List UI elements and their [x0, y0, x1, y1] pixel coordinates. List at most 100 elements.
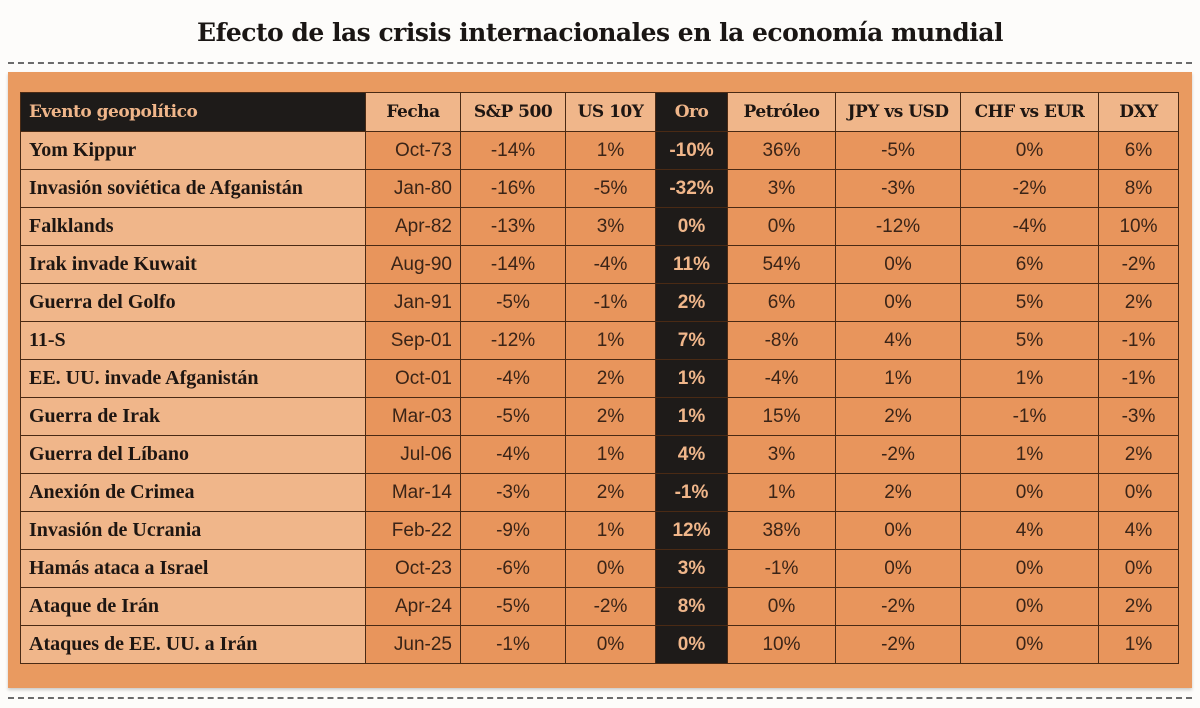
cell-us10y: 0%	[565, 625, 656, 664]
cell-date: Feb-22	[365, 511, 461, 550]
cell-oil: 0%	[727, 587, 836, 626]
cell-event: Guerra del Líbano	[20, 435, 366, 474]
cell-jpy-usd: 2%	[835, 473, 961, 512]
cell-dxy: 8%	[1098, 169, 1179, 208]
cell-sp500: -14%	[460, 245, 566, 284]
cell-oil: 3%	[727, 435, 836, 474]
cell-dxy: -2%	[1098, 245, 1179, 284]
cell-date: Oct-23	[365, 549, 461, 588]
cell-event: Falklands	[20, 207, 366, 246]
cell-dxy: 1%	[1098, 625, 1179, 664]
cell-chf-eur: 0%	[960, 549, 1099, 588]
cell-jpy-usd: 0%	[835, 511, 961, 550]
table-row: Falklands Apr-82 -13% 3% 0% 0% -12% -4% 10%	[20, 207, 1179, 246]
cell-gold: 0%	[655, 207, 728, 246]
cell-event: Guerra del Golfo	[20, 283, 366, 322]
cell-gold: 2%	[655, 283, 728, 322]
page-title: Efecto de las crisis internacionales en …	[197, 18, 1003, 47]
cell-gold: 12%	[655, 511, 728, 550]
cell-gold: 0%	[655, 625, 728, 664]
cell-chf-eur: 1%	[960, 435, 1099, 474]
cell-oil: -4%	[727, 359, 836, 398]
cell-chf-eur: 0%	[960, 473, 1099, 512]
column-header-event: Evento geopolítico	[20, 92, 366, 132]
divider-top	[8, 62, 1192, 64]
cell-oil: -8%	[727, 321, 836, 360]
cell-date: Sep-01	[365, 321, 461, 360]
cell-sp500: -5%	[460, 587, 566, 626]
cell-jpy-usd: 2%	[835, 397, 961, 436]
cell-jpy-usd: -2%	[835, 625, 961, 664]
cell-date: Apr-24	[365, 587, 461, 626]
cell-dxy: -1%	[1098, 359, 1179, 398]
table-row: Invasión soviética de Afganistán Jan-80 -1…	[20, 169, 1179, 208]
cell-chf-eur: 5%	[960, 283, 1099, 322]
cell-sp500: -13%	[460, 207, 566, 246]
cell-date: Jan-80	[365, 169, 461, 208]
cell-date: Mar-03	[365, 397, 461, 436]
cell-oil: 38%	[727, 511, 836, 550]
cell-jpy-usd: 0%	[835, 283, 961, 322]
column-header-us10y: US 10Y	[565, 92, 656, 132]
cell-sp500: -12%	[460, 321, 566, 360]
cell-event: Irak invade Kuwait	[20, 245, 366, 284]
table-row: 11-S Sep-01 -12% 1% 7% -8% 4% 5% -1%	[20, 321, 1179, 360]
cell-oil: 3%	[727, 169, 836, 208]
cell-chf-eur: 1%	[960, 359, 1099, 398]
cell-oil: 54%	[727, 245, 836, 284]
cell-jpy-usd: 0%	[835, 245, 961, 284]
cell-us10y: 2%	[565, 397, 656, 436]
table-row: Hamás ataca a Israel Oct-23 -6% 0% 3% -1% 0% 0%…	[20, 549, 1179, 588]
table-row: Irak invade Kuwait Aug-90 -14% -4% 11% 54% 0% 6…	[20, 245, 1179, 284]
cell-us10y: 1%	[565, 131, 656, 170]
cell-event: Invasión de Ucrania	[20, 511, 366, 550]
cell-chf-eur: -2%	[960, 169, 1099, 208]
cell-sp500: -3%	[460, 473, 566, 512]
cell-chf-eur: -1%	[960, 397, 1099, 436]
cell-us10y: 1%	[565, 435, 656, 474]
cell-jpy-usd: 4%	[835, 321, 961, 360]
column-header-sp500: S&P 500	[460, 92, 566, 132]
cell-event: Guerra de Irak	[20, 397, 366, 436]
cell-event: Ataques de EE. UU. a Irán	[20, 625, 366, 664]
column-header-oil: Petróleo	[727, 92, 836, 132]
cell-event: Ataque de Irán	[20, 587, 366, 626]
cell-dxy: 2%	[1098, 435, 1179, 474]
table-row: Ataques de EE. UU. a Irán Jun-25 -1% 0% 0% 10…	[20, 625, 1179, 664]
cell-oil: 1%	[727, 473, 836, 512]
column-header-dxy: DXY	[1098, 92, 1179, 132]
cell-oil: 15%	[727, 397, 836, 436]
cell-us10y: 1%	[565, 511, 656, 550]
cell-dxy: 4%	[1098, 511, 1179, 550]
cell-gold: -32%	[655, 169, 728, 208]
cell-sp500: -9%	[460, 511, 566, 550]
header-row: Evento geopolítico Fecha S&P 500 US 10Y Oro P…	[20, 92, 1179, 132]
crisis-table: Evento geopolítico Fecha S&P 500 US 10Y Oro P…	[20, 92, 1179, 664]
cell-gold: -10%	[655, 131, 728, 170]
cell-chf-eur: 6%	[960, 245, 1099, 284]
cell-gold: -1%	[655, 473, 728, 512]
cell-gold: 1%	[655, 359, 728, 398]
cell-chf-eur: 0%	[960, 131, 1099, 170]
cell-sp500: -5%	[460, 397, 566, 436]
cell-sp500: -16%	[460, 169, 566, 208]
cell-us10y: 0%	[565, 549, 656, 588]
cell-jpy-usd: 0%	[835, 549, 961, 588]
column-header-date: Fecha	[365, 92, 461, 132]
cell-event: 11-S	[20, 321, 366, 360]
table-row: Guerra de Irak Mar-03 -5% 2% 1% 15% 2% -1% -3%	[20, 397, 1179, 436]
cell-us10y: -4%	[565, 245, 656, 284]
table-row: Invasión de Ucrania Feb-22 -9% 1% 12% 38% 0% 4%…	[20, 511, 1179, 550]
cell-sp500: -14%	[460, 131, 566, 170]
cell-chf-eur: 5%	[960, 321, 1099, 360]
cell-jpy-usd: -2%	[835, 435, 961, 474]
table-row: Anexión de Crimea Mar-14 -3% 2% -1% 1% 2% 0% 0%	[20, 473, 1179, 512]
cell-jpy-usd: -5%	[835, 131, 961, 170]
cell-us10y: -2%	[565, 587, 656, 626]
cell-us10y: 1%	[565, 321, 656, 360]
cell-event: Anexión de Crimea	[20, 473, 366, 512]
cell-chf-eur: 0%	[960, 625, 1099, 664]
cell-dxy: 0%	[1098, 549, 1179, 588]
cell-date: Jan-91	[365, 283, 461, 322]
cell-dxy: -1%	[1098, 321, 1179, 360]
